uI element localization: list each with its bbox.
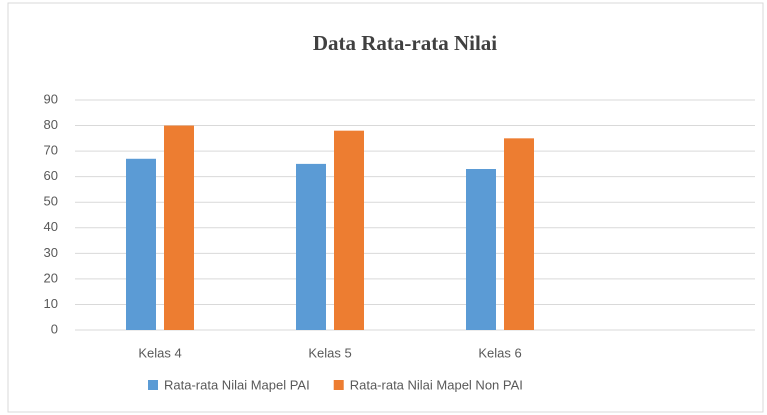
bar (334, 130, 364, 330)
bar (164, 125, 194, 330)
y-tick-label: 20 (44, 270, 58, 285)
bar (126, 158, 156, 330)
y-tick-label: 90 (44, 91, 58, 106)
y-tick-label: 10 (44, 296, 58, 311)
x-tick-label: Kelas 6 (478, 345, 521, 360)
legend-swatch (333, 380, 344, 390)
y-tick-label: 0 (51, 321, 58, 336)
y-tick-label: 70 (44, 143, 58, 158)
bar (296, 163, 326, 330)
legend-swatch (148, 380, 158, 390)
legend-label: Rata-rata Nilai Mapel Non PAI (350, 377, 523, 392)
chart-border (7, 2, 764, 413)
x-tick-label: Kelas 5 (308, 345, 351, 360)
y-tick-label: 80 (44, 117, 58, 132)
y-tick-label: 50 (44, 194, 58, 209)
chart-title: Data Rata-rata Nilai (313, 31, 497, 55)
bar (466, 169, 496, 330)
bar (504, 138, 534, 330)
legend-label: Rata-rata Nilai Mapel PAI (164, 377, 310, 392)
y-tick-label: 30 (44, 245, 58, 260)
y-tick-label: 60 (44, 168, 58, 183)
x-tick-label: Kelas 4 (138, 345, 181, 360)
y-tick-label: 40 (44, 219, 58, 234)
